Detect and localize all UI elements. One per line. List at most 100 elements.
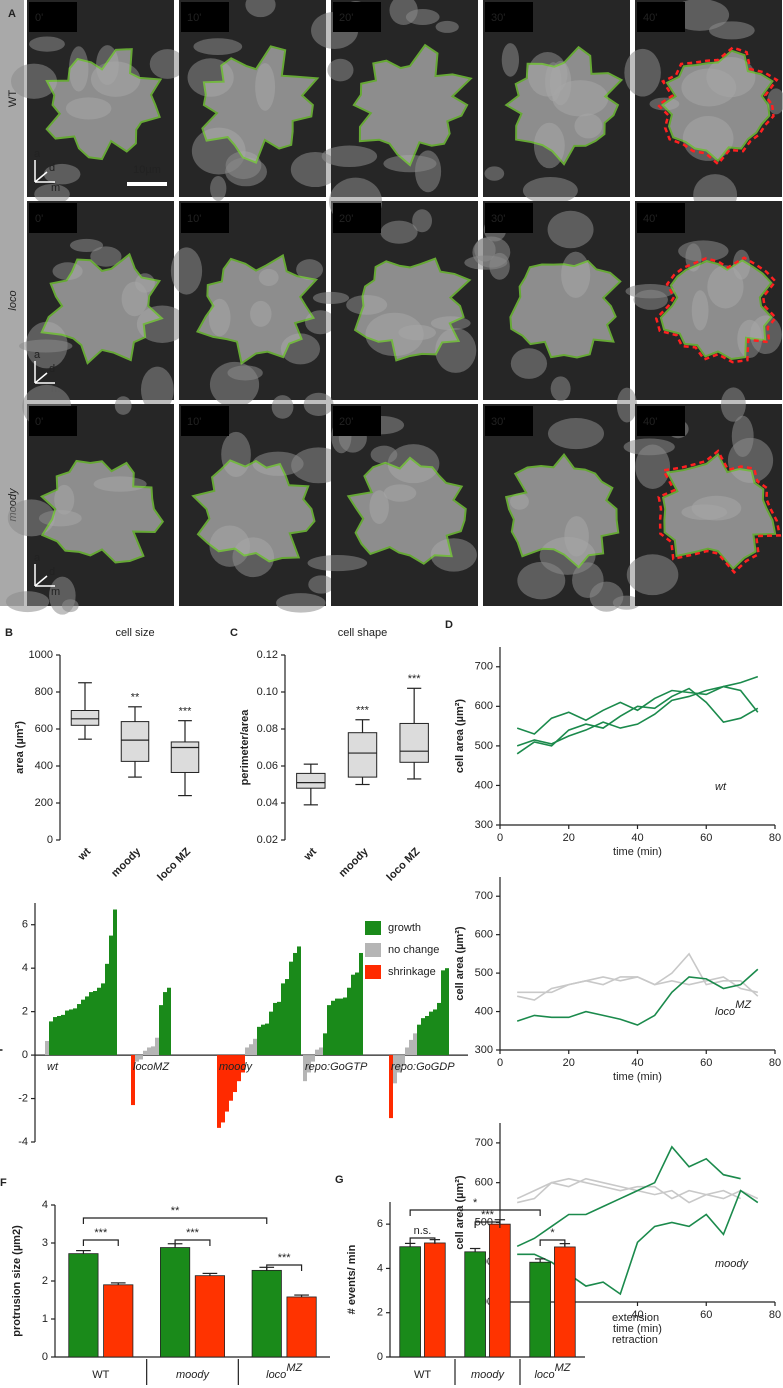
bar <box>331 1000 335 1056</box>
bar <box>139 1055 143 1060</box>
series-line <box>516 687 759 755</box>
series-line <box>516 675 759 735</box>
y-tick-label: 600 <box>475 700 493 712</box>
x-tick-label: moody <box>219 1061 254 1073</box>
x-tick-label: loco MZ <box>155 846 193 884</box>
cell-texture <box>547 210 594 249</box>
time-label: 30' <box>491 213 505 225</box>
bar <box>289 961 293 1056</box>
cell-texture <box>708 21 755 40</box>
panel-label: B <box>5 627 13 639</box>
cell-body <box>509 259 622 359</box>
bar <box>85 996 89 1056</box>
cell-texture <box>720 387 746 422</box>
cell-texture <box>380 220 418 244</box>
time-label-box <box>181 406 229 436</box>
y-tick-label: 700 <box>475 661 493 673</box>
inset-label-text: wt <box>715 781 727 793</box>
bar <box>433 1009 437 1056</box>
cell-texture <box>517 561 566 600</box>
y-tick-label: 0.12 <box>257 649 278 661</box>
panel-label: D <box>445 619 453 631</box>
y-tick-label: 700 <box>475 890 493 902</box>
y-tick-label: 200 <box>35 797 53 809</box>
cell-texture <box>90 246 122 267</box>
cell-body <box>195 253 319 365</box>
bar <box>297 946 301 1056</box>
cell-texture <box>227 365 263 381</box>
x-tick-label: WT <box>414 1369 431 1381</box>
bar <box>93 990 97 1056</box>
significance-bracket <box>409 1237 436 1244</box>
cell-texture <box>308 575 335 594</box>
bar <box>135 1055 139 1062</box>
bar <box>401 1055 405 1066</box>
y-tick-label: 4 <box>42 1199 48 1211</box>
category: moody <box>176 1369 211 1381</box>
y-tick-label: 1000 <box>29 649 53 661</box>
bar <box>143 1050 147 1056</box>
significance: *** <box>179 706 193 718</box>
bar <box>147 1047 151 1056</box>
row-label: WT <box>7 90 19 107</box>
cell-texture <box>731 415 754 458</box>
category: moody <box>471 1369 506 1381</box>
significance-bracket <box>539 1239 566 1246</box>
time-label: 30' <box>491 12 505 24</box>
significance-bracket <box>474 1221 501 1228</box>
cell-texture <box>489 252 510 280</box>
bar <box>77 1004 81 1056</box>
box <box>399 722 429 763</box>
inset-label-text: loco <box>715 1006 735 1018</box>
bar <box>49 1021 53 1056</box>
x-tick-label: locoMZ <box>266 1362 303 1381</box>
cell-texture <box>547 418 605 450</box>
y-tick-label: 600 <box>475 929 493 941</box>
y-tick-label: -4 <box>18 1136 28 1148</box>
y-tick-label: 2 <box>42 1275 48 1287</box>
y-axis-label: cell area (µm²) <box>454 1175 466 1250</box>
cell-texture <box>435 20 459 33</box>
series-line <box>516 968 759 1026</box>
x-tick-label: wt <box>75 845 93 863</box>
cell-body <box>661 452 777 571</box>
cell-body <box>40 252 164 365</box>
y-tick-label: 0.08 <box>257 723 278 735</box>
time-label-box <box>637 203 685 233</box>
inset-label: wt <box>715 781 727 793</box>
x-tick-label: moody <box>109 845 144 880</box>
series-line <box>516 685 759 747</box>
bar <box>257 1026 261 1056</box>
time-label-box <box>485 203 533 233</box>
legend-label: retraction <box>612 1334 658 1346</box>
x-tick-label: 60 <box>700 832 712 844</box>
y-tick-label: 400 <box>475 779 493 791</box>
cell-texture <box>550 376 571 402</box>
time-label: 40' <box>643 12 657 24</box>
x-tick-label: 20 <box>563 832 575 844</box>
bar <box>347 987 351 1056</box>
bar <box>155 1037 159 1056</box>
bar <box>303 1055 307 1082</box>
y-tick-label: 600 <box>475 1177 493 1189</box>
bar <box>249 1044 253 1056</box>
time-label-box <box>485 406 533 436</box>
y-tick-label: 0 <box>377 1351 383 1363</box>
bar <box>335 998 339 1056</box>
panel-label: C <box>230 627 238 639</box>
cell-texture <box>625 284 675 299</box>
significance-bracket <box>82 1239 119 1246</box>
significance: *** <box>356 705 370 717</box>
series-line <box>516 1177 759 1200</box>
significance: ** <box>171 1205 180 1217</box>
y-tick-label: 0 <box>47 834 53 846</box>
cell-texture <box>170 247 203 295</box>
bar <box>399 1246 421 1358</box>
cell-body <box>346 456 467 565</box>
cell-texture <box>501 43 520 77</box>
x-axis-label: time (min) <box>613 1323 662 1335</box>
cell-body <box>504 453 620 569</box>
bar <box>319 1047 323 1056</box>
bar <box>529 1261 551 1358</box>
